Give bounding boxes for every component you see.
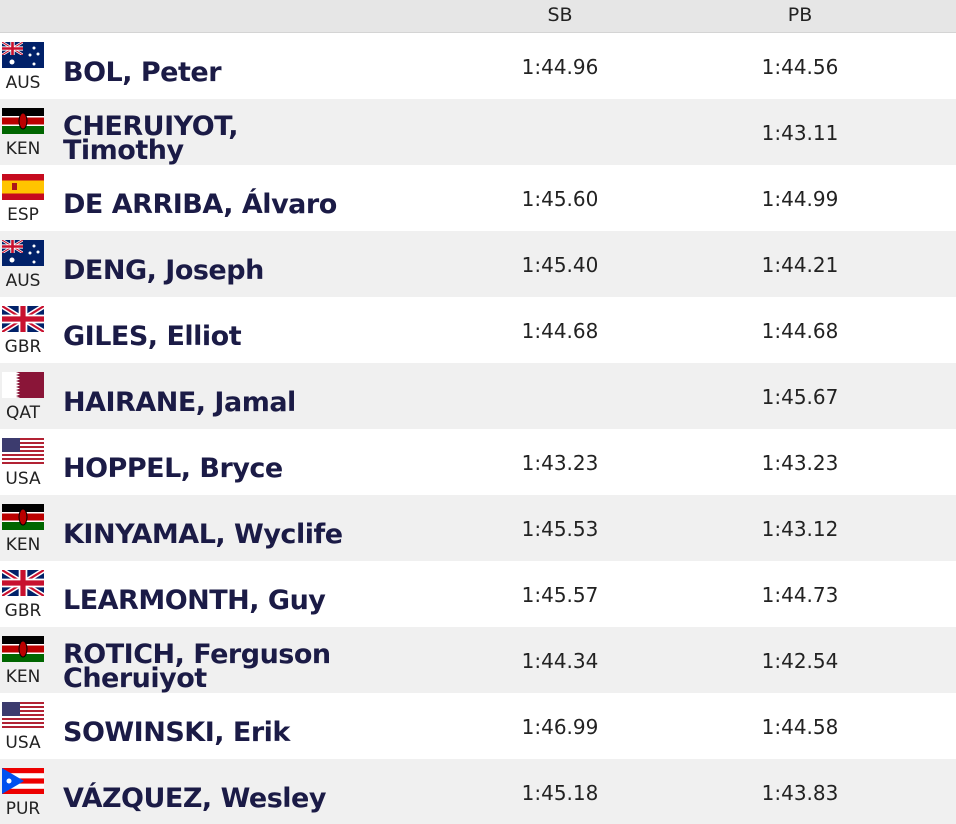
personal-best: 1:44.99: [761, 187, 839, 211]
table-row: PUR VÁZQUEZ, Wesley 1:45.18 1:43.83: [0, 759, 956, 824]
season-best: 1:45.18: [521, 781, 599, 805]
table-row: KEN ROTICH, Ferguson Cheruiyot 1:44.34 1:42…: [0, 627, 956, 693]
table-row: KEN CHERUIYOT, Timothy 1:43.11: [0, 99, 956, 165]
table-row: USA SOWINSKI, Erik 1:46.99 1:44.58: [0, 693, 956, 759]
personal-best: 1:43.23: [761, 451, 839, 475]
country-code: QAT: [5, 403, 41, 423]
flag: [2, 240, 44, 266]
personal-best: 1:43.11: [761, 121, 839, 145]
personal-best: 1:44.56: [761, 55, 839, 79]
header-row: SB PB: [0, 0, 956, 33]
season-best: 1:46.99: [521, 715, 599, 739]
flag: [2, 438, 44, 464]
header-sb: SB: [547, 4, 573, 26]
flag: [2, 372, 44, 398]
table-row: QAT HAIRANE, Jamal 1:45.67: [0, 363, 956, 429]
flag: [2, 108, 44, 134]
athlete-name: VÁZQUEZ, Wesley: [63, 783, 326, 814]
country-code: AUS: [5, 73, 41, 93]
flag: [2, 768, 44, 794]
personal-best: 1:43.83: [761, 781, 839, 805]
season-best: 1:45.53: [521, 517, 599, 541]
country-code: USA: [5, 469, 41, 489]
season-best: 1:43.23: [521, 451, 599, 475]
table-row: AUS BOL, Peter 1:44.96 1:44.56: [0, 33, 956, 99]
header-pb: PB: [787, 4, 813, 26]
athlete-name: ROTICH, Ferguson Cheruiyot: [63, 639, 331, 694]
personal-best: 1:44.58: [761, 715, 839, 739]
season-best: 1:45.60: [521, 187, 599, 211]
country-code: GBR: [4, 601, 42, 621]
season-best: 1:44.34: [521, 649, 599, 673]
country-code: KEN: [5, 535, 41, 555]
athlete-name: HAIRANE, Jamal: [63, 387, 296, 418]
flag: [2, 570, 44, 596]
athlete-name: DE ARRIBA, Álvaro: [63, 189, 337, 220]
country-code: GBR: [4, 337, 42, 357]
athlete-name: CHERUIYOT, Timothy: [63, 111, 238, 166]
personal-best: 1:44.68: [761, 319, 839, 343]
personal-best: 1:42.54: [761, 649, 839, 673]
personal-best: 1:45.67: [761, 385, 839, 409]
table-row: GBR GILES, Elliot 1:44.68 1:44.68: [0, 297, 956, 363]
athlete-name: SOWINSKI, Erik: [63, 717, 290, 748]
athlete-name: KINYAMAL, Wyclife: [63, 519, 343, 550]
table-row: GBR LEARMONTH, Guy 1:45.57 1:44.73: [0, 561, 956, 627]
flag: [2, 702, 44, 728]
country-code: PUR: [5, 799, 41, 819]
country-code: ESP: [7, 205, 39, 225]
athlete-name: BOL, Peter: [63, 57, 222, 88]
flag: [2, 42, 44, 68]
country-code: USA: [5, 733, 41, 753]
flag: [2, 504, 44, 530]
table-row: USA HOPPEL, Bryce 1:43.23 1:43.23: [0, 429, 956, 495]
season-best: 1:45.57: [521, 583, 599, 607]
season-best: 1:45.40: [521, 253, 599, 277]
flag: [2, 306, 44, 332]
table-row: ESP DE ARRIBA, Álvaro 1:45.60 1:44.99: [0, 165, 956, 231]
country-code: KEN: [5, 667, 41, 687]
season-best: 1:44.96: [521, 55, 599, 79]
personal-best: 1:44.73: [761, 583, 839, 607]
season-best: 1:44.68: [521, 319, 599, 343]
flag: [2, 174, 44, 200]
table-row: AUS DENG, Joseph 1:45.40 1:44.21: [0, 231, 956, 297]
athlete-name: LEARMONTH, Guy: [63, 585, 326, 616]
country-code: KEN: [5, 139, 41, 159]
flag: [2, 636, 44, 662]
personal-best: 1:44.21: [761, 253, 839, 277]
athlete-name: DENG, Joseph: [63, 255, 264, 286]
personal-best: 1:43.12: [761, 517, 839, 541]
athlete-name: HOPPEL, Bryce: [63, 453, 283, 484]
country-code: AUS: [5, 271, 41, 291]
table-row: KEN KINYAMAL, Wyclife 1:45.53 1:43.12: [0, 495, 956, 561]
athlete-name: GILES, Elliot: [63, 321, 242, 352]
